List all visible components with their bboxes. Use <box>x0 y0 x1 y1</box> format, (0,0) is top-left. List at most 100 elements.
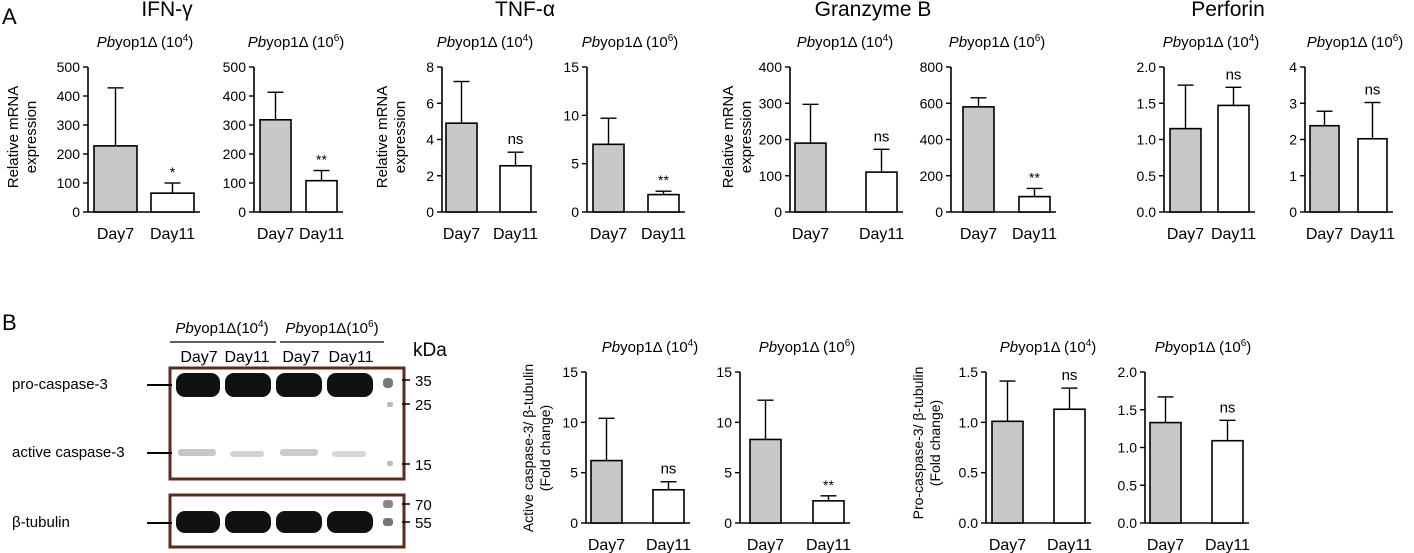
ylabel-active-line1: Active caspase-3/ β-tubulin <box>520 364 536 532</box>
chart-title: Pbyop1Δ (104) <box>437 33 534 51</box>
bar-day7 <box>1149 421 1182 524</box>
blot-lane-3: Day7 <box>282 349 319 366</box>
band-ladder-15 <box>387 461 393 466</box>
y-tick-label: 600 <box>920 95 944 111</box>
y-tick-label: 0.5 <box>959 465 979 481</box>
blot-header-group-2: Pbyop1Δ(106) <box>285 319 378 337</box>
band-active-lane3 <box>280 449 318 456</box>
y-tick-label: 4 <box>1289 59 1297 75</box>
significance-label: ** <box>823 477 834 493</box>
bar-day11 <box>812 500 845 524</box>
y-tick-label: 0 <box>238 204 246 220</box>
blot-lane-1: Day7 <box>180 349 217 366</box>
y-tick-label: 100 <box>759 168 783 184</box>
y-tick-label: 10 <box>716 414 732 430</box>
ylabel-granzyme-line2: expression <box>738 101 755 174</box>
x-tick-label: Day7 <box>590 226 627 243</box>
significance-label: ns <box>1062 367 1078 384</box>
chart-title: Pbyop1Δ (106) <box>1155 338 1252 356</box>
bar-day11 <box>499 164 532 213</box>
group-title-ifn: IFN-γ <box>141 0 193 21</box>
significance-label: ns <box>661 461 677 478</box>
x-tick-label: Day11 <box>806 537 851 553</box>
x-tick-label: Day11 <box>1205 537 1250 553</box>
band-tubulin-lane3 <box>276 511 322 533</box>
significance-label: ns <box>874 128 890 145</box>
significance-label: ** <box>316 152 327 168</box>
group-title-perforin: Perforin <box>1191 0 1265 21</box>
ylabel-pro-line1: Pro-caspase-3/ β-tubulin <box>910 367 926 520</box>
chart-title: Pbyop1Δ (104) <box>797 33 894 51</box>
x-tick-label: Day7 <box>257 226 294 243</box>
y-tick-label: 400 <box>57 88 81 104</box>
y-tick-label: 1.5 <box>1118 402 1138 418</box>
marker-15: 15 <box>415 457 432 474</box>
bar-day11 <box>652 488 685 524</box>
x-tick-label: Day11 <box>1350 226 1395 243</box>
bar-day11 <box>865 171 898 213</box>
blot-lane-2: Day11 <box>224 349 269 366</box>
chart-4: 0 5 10 15 Day7 Day11 ** Pbyop1Δ (106) <box>563 33 686 243</box>
chart-10: 0 5 10 15 Day7 Day11 ** Pbyop1Δ (106) <box>716 338 855 553</box>
y-tick-label: 200 <box>57 146 81 162</box>
x-tick-label: Day11 <box>493 226 538 243</box>
band-active-lane1 <box>178 449 216 456</box>
y-tick-label: 8 <box>426 59 434 75</box>
y-tick-label: 200 <box>759 132 783 148</box>
y-tick-label: 0.0 <box>959 515 979 531</box>
ylabel-tnf-line1: Relative mRNA <box>374 86 391 189</box>
bar-day7 <box>1169 127 1202 213</box>
band-active-lane2 <box>230 451 264 457</box>
band-tubulin-lane2 <box>225 511 271 533</box>
panel-a-label: A <box>2 4 17 29</box>
y-tick-label: 2 <box>426 168 434 184</box>
band-ladder-70 <box>383 500 393 508</box>
y-tick-label: 500 <box>57 59 81 75</box>
bar-day11 <box>1211 439 1244 524</box>
marker-70: 70 <box>415 497 432 514</box>
bar-day7 <box>590 459 623 524</box>
chart-2: 0 100 200 300 400 500 Day7 Day11 ** Pbyop1Δ (106) <box>223 33 345 243</box>
significance-label: * <box>170 164 176 180</box>
x-tick-label: Day11 <box>641 226 686 243</box>
y-tick-label: 1.0 <box>1118 440 1138 456</box>
significance-label: ns <box>1220 399 1236 416</box>
x-tick-label: Day7 <box>97 226 134 243</box>
y-tick-label: 400 <box>223 88 247 104</box>
bar-day7 <box>749 438 782 524</box>
x-tick-label: Day7 <box>588 537 625 553</box>
bar-day11 <box>647 193 680 213</box>
x-tick-label: Day7 <box>989 537 1026 553</box>
group-title-granzyme: Granzyme B <box>815 0 932 21</box>
significance-label: ns <box>508 131 524 148</box>
y-tick-label: 6 <box>426 95 434 111</box>
x-tick-label: Day7 <box>1147 537 1184 553</box>
x-tick-label: Day11 <box>646 537 691 553</box>
y-tick-label: 3 <box>1289 95 1297 111</box>
chart-title: Pbyop1Δ (106) <box>759 338 856 356</box>
significance-label: ** <box>658 172 669 188</box>
y-tick-label: 0.0 <box>1137 204 1157 220</box>
chart-title: Pbyop1Δ (104) <box>1163 33 1260 51</box>
y-tick-label: 0.5 <box>1118 477 1138 493</box>
y-tick-label: 2 <box>1289 132 1297 148</box>
chart-5: 0 100 200 300 400 Day7 Day11 ns Pbyop1Δ (104) <box>759 33 904 243</box>
x-tick-label: Day11 <box>150 226 195 243</box>
y-tick-label: 15 <box>562 364 578 380</box>
bar-day7 <box>93 145 138 213</box>
marker-55: 55 <box>415 515 432 532</box>
y-tick-label: 0 <box>571 204 579 220</box>
y-tick-label: 0 <box>724 515 732 531</box>
bar-day7 <box>259 118 292 213</box>
y-tick-label: 500 <box>223 59 247 75</box>
ylabel-ifn-line2: expression <box>23 101 40 174</box>
bar-day7 <box>794 142 827 213</box>
significance-label: ns <box>1365 82 1381 99</box>
group-title-tnf: TNF-α <box>495 0 555 21</box>
y-tick-label: 300 <box>759 95 783 111</box>
y-tick-label: 0.0 <box>1118 515 1138 531</box>
chart-title: Pbyop1Δ (106) <box>1307 33 1404 51</box>
y-tick-label: 5 <box>570 465 578 481</box>
